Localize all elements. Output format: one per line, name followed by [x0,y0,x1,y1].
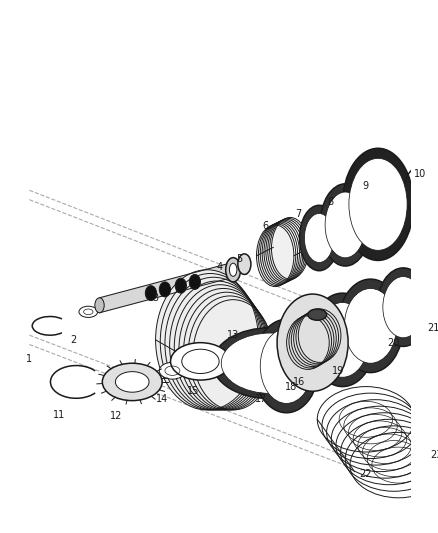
Ellipse shape [189,274,201,289]
Ellipse shape [170,343,230,380]
Text: 18: 18 [285,382,297,392]
Ellipse shape [155,270,258,410]
Text: 3: 3 [152,293,159,303]
Ellipse shape [300,205,339,271]
Text: 11: 11 [53,410,65,419]
Ellipse shape [115,372,149,392]
Ellipse shape [95,298,104,313]
Text: 21: 21 [427,322,438,333]
Ellipse shape [343,148,413,261]
Text: 22: 22 [360,469,372,479]
Ellipse shape [308,309,327,320]
Text: 15: 15 [187,386,199,396]
Ellipse shape [221,333,320,393]
Ellipse shape [102,363,162,401]
Ellipse shape [238,254,251,274]
Text: 12: 12 [110,411,123,422]
Ellipse shape [325,192,365,258]
Polygon shape [99,262,233,313]
Text: 20: 20 [388,338,400,348]
Text: 8: 8 [327,198,333,207]
Ellipse shape [316,303,369,377]
Ellipse shape [226,257,240,282]
Ellipse shape [159,282,170,297]
Text: 4: 4 [216,262,222,272]
Text: 17: 17 [255,394,267,403]
Ellipse shape [344,288,397,363]
Text: 6: 6 [263,221,269,231]
Text: 5: 5 [237,254,243,263]
Ellipse shape [338,279,403,373]
Ellipse shape [145,286,156,301]
Text: 14: 14 [156,394,168,403]
Ellipse shape [257,225,294,287]
Ellipse shape [383,277,424,338]
Ellipse shape [230,263,237,276]
Ellipse shape [260,329,313,403]
Text: 23: 23 [430,450,438,460]
Ellipse shape [277,294,348,391]
Ellipse shape [79,306,98,318]
Text: 1: 1 [26,353,32,364]
Text: 19: 19 [332,366,344,376]
Ellipse shape [212,328,328,399]
Ellipse shape [377,268,429,346]
Ellipse shape [349,158,407,251]
Ellipse shape [310,293,375,386]
Text: 2: 2 [70,335,77,345]
Text: 10: 10 [414,169,426,180]
Ellipse shape [175,278,187,293]
Text: 7: 7 [296,209,302,219]
Ellipse shape [159,362,186,379]
Ellipse shape [304,213,334,263]
Text: 13: 13 [227,330,239,340]
Text: 9: 9 [363,181,369,191]
Text: 16: 16 [293,377,305,387]
Ellipse shape [254,319,319,413]
Ellipse shape [320,184,371,266]
